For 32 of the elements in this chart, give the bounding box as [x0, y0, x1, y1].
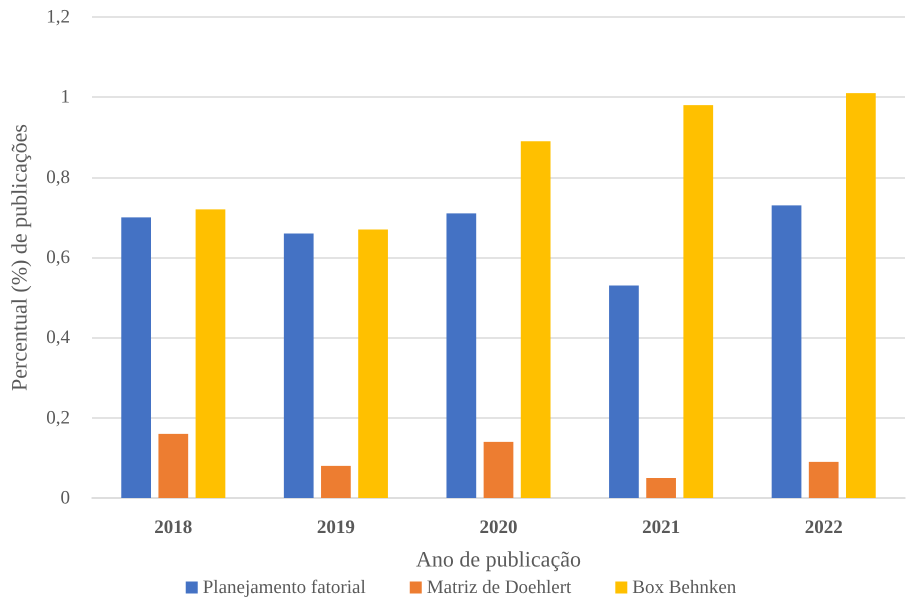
bar — [846, 93, 876, 498]
bar — [446, 213, 476, 498]
x-tick-label: 2021 — [642, 517, 680, 538]
y-tick-label: 0 — [60, 488, 70, 508]
y-tick-label: 1 — [60, 86, 70, 108]
bar — [358, 229, 388, 498]
legend-label: Box Behnken — [632, 577, 737, 598]
x-axis-title: Ano de publicação — [416, 546, 581, 572]
x-tick-label: 2022 — [804, 517, 843, 538]
bar — [520, 141, 551, 498]
y-tick-label: 0,8 — [46, 166, 70, 188]
y-tick-label: 0,2 — [46, 407, 70, 428]
bar — [609, 286, 639, 498]
bar — [321, 466, 351, 498]
bar — [646, 478, 676, 498]
bar — [683, 105, 714, 498]
y-tick-label: 0,6 — [46, 247, 70, 268]
legend-label: Planejamento fatorial — [202, 577, 366, 598]
x-tick-label: 2020 — [480, 517, 518, 538]
bar — [121, 217, 151, 498]
y-tick-label: 0,4 — [46, 327, 70, 348]
bar — [808, 462, 839, 498]
bar — [158, 434, 188, 498]
bar — [484, 442, 514, 498]
bar — [196, 209, 226, 498]
x-tick-label: 2019 — [316, 517, 355, 538]
legend-label: Matriz de Doehlert — [426, 577, 572, 598]
y-tick-label: 1,2 — [46, 6, 70, 28]
bar — [772, 205, 802, 498]
y-axis-title: Percentual (%) de publicações — [6, 124, 32, 391]
bar — [284, 233, 314, 498]
x-tick-label: 2018 — [154, 517, 192, 538]
